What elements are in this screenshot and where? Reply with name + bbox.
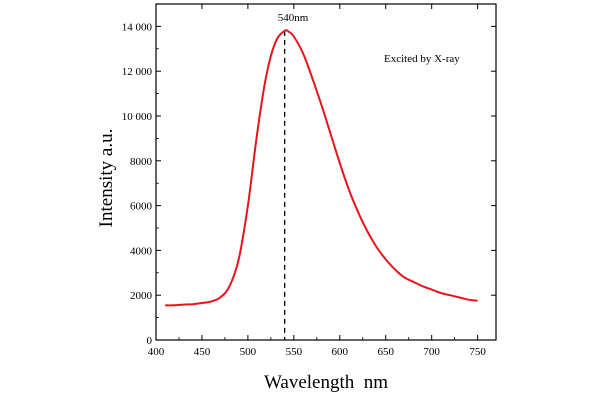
y-tick-label: 14 000 (122, 21, 153, 33)
x-tick-label: 650 (377, 346, 394, 358)
x-axis-title: Wavelength nm (264, 372, 388, 393)
x-tick-label: 750 (469, 346, 486, 358)
plot-frame (155, 3, 497, 341)
plot-area: 0 2000 4000 6000 8000 10 000 12 000 14 000 400 45… (122, 3, 497, 358)
spectrum-line (165, 29, 478, 307)
y-tick-label: 6000 (130, 201, 153, 213)
y-axis-title: Intensity a.u. (96, 129, 117, 228)
x-tick-label: 500 (240, 346, 257, 358)
x-tick-label: 600 (332, 346, 349, 358)
y-tick-label: 10 000 (122, 111, 153, 123)
y-tick-label: 0 (147, 335, 153, 347)
x-tick-label: 400 (148, 346, 165, 358)
y-tick-label: 4000 (130, 245, 153, 257)
x-tick-label: 450 (194, 346, 211, 358)
excitation-annotation: Excited by X-ray (384, 53, 460, 65)
peak-label: 540nm (278, 12, 309, 24)
y-tick-label: 12 000 (122, 66, 153, 78)
y-tick-label: 8000 (130, 156, 153, 168)
x-tick-label: 700 (423, 346, 440, 358)
y-tick-label: 2000 (130, 290, 153, 302)
x-tick-label: 550 (286, 346, 303, 358)
